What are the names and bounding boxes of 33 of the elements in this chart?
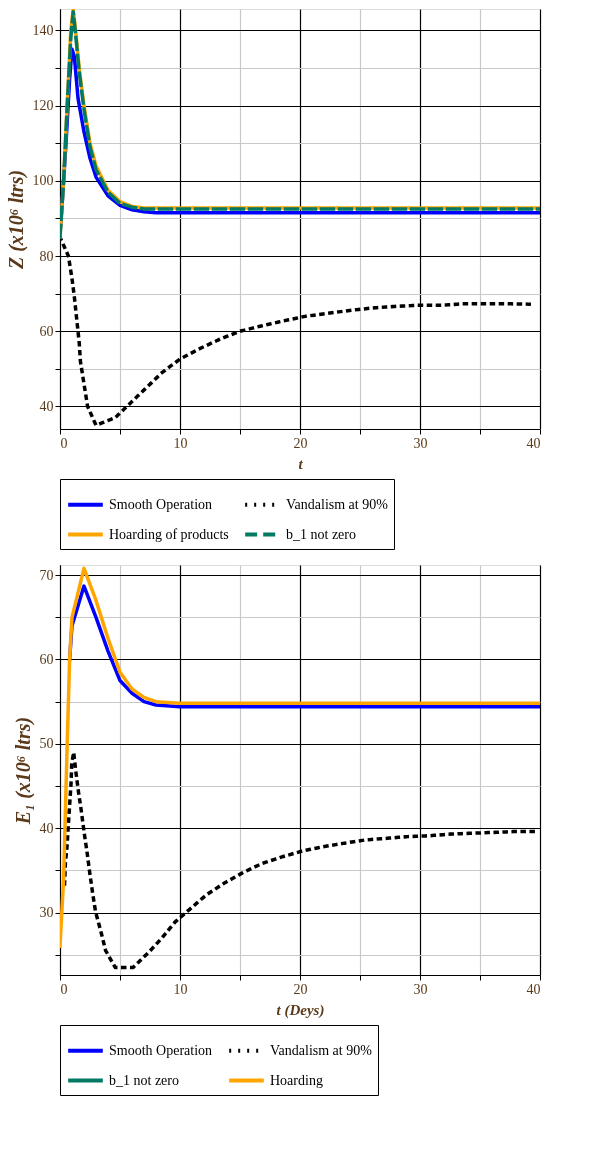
y-tick-label: 140 <box>32 22 54 38</box>
legend-label: b_1 not zero <box>109 1072 179 1088</box>
y-tick-label: 50 <box>39 736 54 752</box>
x-tick-label: 20 <box>293 981 308 997</box>
y-tick-label: 80 <box>39 248 54 264</box>
y-tick-label: 40 <box>39 398 54 414</box>
y-tick-label: 60 <box>39 323 54 339</box>
legend-label: Smooth Operation <box>109 1042 213 1058</box>
y-tick-label: 100 <box>32 173 54 189</box>
x-tick-label: 10 <box>173 435 188 451</box>
legend-label: Hoarding <box>270 1072 323 1088</box>
x-tick-label: 30 <box>413 981 428 997</box>
y-axis-title: E₁ (x10⁶ ltrs) <box>11 716 35 826</box>
y-axis-title: Z (x10⁶ ltrs) <box>4 169 28 271</box>
y-tick-label: 40 <box>39 820 54 836</box>
x-tick-label: 10 <box>173 981 188 997</box>
x-axis-title: t (Deys) <box>276 1001 325 1019</box>
x-tick-label: 20 <box>293 435 308 451</box>
legend-label: Hoarding of products <box>109 526 229 542</box>
x-tick-label: 40 <box>526 435 541 451</box>
x-axis-title: t <box>298 455 304 472</box>
legend-label: Smooth Operation <box>109 496 213 512</box>
legend-label: b_1 not zero <box>286 526 356 542</box>
legend-label: Vandalism at 90% <box>286 496 389 512</box>
legend-label: Vandalism at 90% <box>270 1042 373 1058</box>
y-tick-label: 120 <box>32 98 54 114</box>
y-tick-label: 70 <box>39 567 54 583</box>
x-tick-label: 0 <box>60 981 68 997</box>
x-tick-label: 30 <box>413 435 428 451</box>
y-tick-label: 60 <box>39 651 54 667</box>
x-tick-label: 0 <box>60 435 68 451</box>
x-tick-label: 40 <box>526 981 541 997</box>
y-tick-label: 30 <box>39 905 54 921</box>
